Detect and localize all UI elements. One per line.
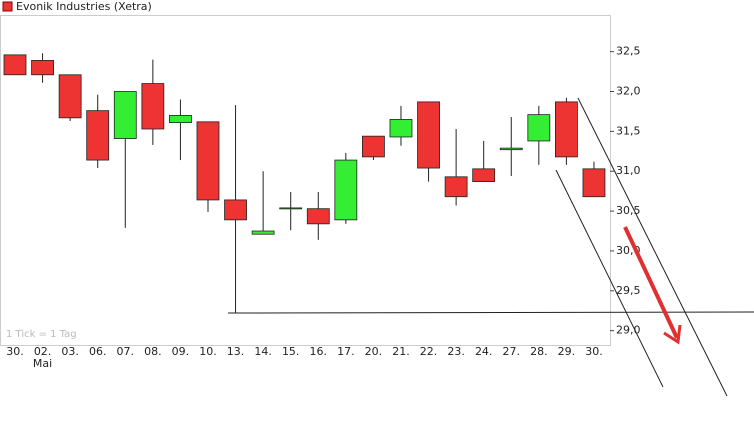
- x-tick-label: 29.: [558, 345, 576, 358]
- candle-body: [582, 168, 606, 198]
- y-tick-label: 30,5: [616, 204, 641, 217]
- x-tick-label: 27.: [503, 345, 521, 358]
- candle-body: [499, 147, 523, 151]
- candle-body: [31, 60, 54, 76]
- candle-body: [555, 101, 578, 158]
- x-tick-label: 22.: [420, 345, 438, 358]
- x-tick-label: 16.: [310, 345, 328, 358]
- legend-swatch: [2, 1, 13, 12]
- candle-body: [389, 119, 413, 138]
- channel-line: [577, 97, 728, 397]
- x-tick-label: 15.: [282, 345, 300, 358]
- candle-body: [86, 110, 110, 161]
- x-tick-label: 28.: [530, 345, 548, 358]
- candle-body: [141, 83, 165, 130]
- x-month-label: Mai: [33, 357, 52, 370]
- x-tick-label: 03.: [61, 345, 79, 358]
- plot-frame: [0, 15, 611, 346]
- annotation: 1 Tick = 1 Tag: [6, 329, 77, 340]
- candle-body: [196, 121, 220, 201]
- y-tick-label: 32,0: [616, 85, 641, 98]
- x-tick-label: 10.: [199, 345, 217, 358]
- y-tick-label: 31,5: [616, 124, 641, 137]
- y-tick-label: 31,0: [616, 164, 641, 177]
- x-tick-label: 07.: [117, 345, 135, 358]
- x-tick-label: 02.: [34, 345, 52, 358]
- candle-body: [113, 91, 137, 139]
- x-tick-label: 30.: [6, 345, 24, 358]
- x-tick-label: 21.: [392, 345, 410, 358]
- x-tick-label: 17.: [337, 345, 355, 358]
- x-tick-label: 23.: [447, 345, 465, 358]
- x-tick-label: 14.: [254, 345, 272, 358]
- candle-body: [3, 54, 27, 76]
- candle-body: [362, 135, 385, 158]
- candle-body: [169, 115, 192, 124]
- y-tick-label: 29,5: [616, 284, 641, 297]
- candle-body: [417, 101, 440, 169]
- x-tick-label: 08.: [144, 345, 162, 358]
- arrow-head: [663, 324, 682, 345]
- channel-line: [555, 169, 664, 388]
- candle-body: [444, 176, 468, 198]
- candle-body: [306, 208, 330, 225]
- x-tick-label: 30.: [585, 345, 603, 358]
- x-tick-label: 13.: [227, 345, 245, 358]
- candle-body: [251, 230, 275, 235]
- candle-body: [224, 199, 247, 221]
- candle-body: [334, 159, 358, 221]
- x-tick-label: 06.: [89, 345, 107, 358]
- candle-body: [279, 207, 303, 210]
- x-tick-label: 20.: [365, 345, 383, 358]
- y-tick-label: 29,0: [616, 324, 641, 337]
- candle-body: [58, 74, 82, 119]
- x-tick-label: 24.: [475, 345, 493, 358]
- arrow: [623, 226, 679, 339]
- y-tick-label: 32,5: [616, 45, 641, 58]
- x-tick-label: 09.: [172, 345, 190, 358]
- legend-label: Evonik Industries (Xetra): [16, 0, 152, 13]
- candle-body: [472, 168, 496, 182]
- candle-body: [527, 114, 551, 142]
